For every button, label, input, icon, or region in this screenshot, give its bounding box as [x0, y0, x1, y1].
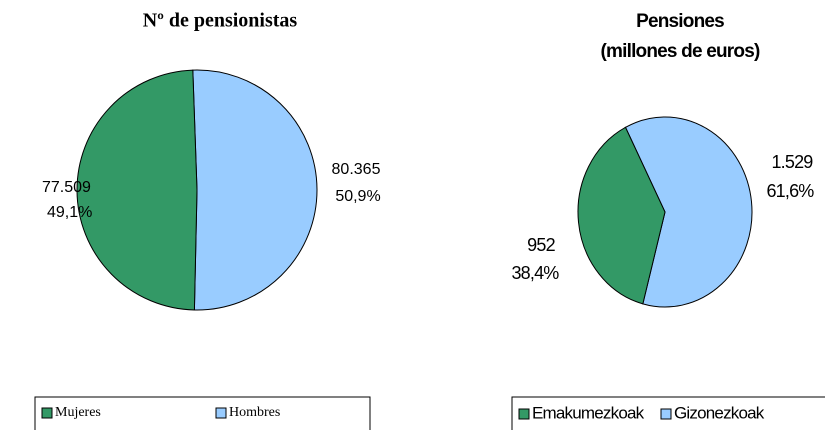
legend-label: Hombres — [229, 405, 280, 420]
legend-label: Gizonezkoak — [674, 403, 765, 422]
value-label: 952 — [527, 235, 555, 255]
chart-title: Nº de pensionistas — [143, 10, 298, 32]
legend-swatch — [660, 408, 672, 420]
chart-title: (millones de euros) — [600, 41, 759, 62]
legend-label: Emakumezkoak — [532, 403, 645, 422]
legend-label: Mujeres — [55, 405, 101, 420]
legend-swatch — [41, 407, 53, 419]
chart-pensionistas: Nº de pensionistas 77.509 49,1% 80.365 50,9%… — [34, 10, 381, 430]
pie-slice — [192, 69, 318, 311]
percent-label: 50,9% — [335, 188, 380, 205]
pie-slice — [76, 69, 198, 311]
pie-slice — [577, 126, 666, 305]
value-label: 1.529 — [771, 152, 813, 172]
chart-pensiones: Pensiones (millones de euros) 952 38,4% 1.52… — [511, 11, 825, 430]
pie-slice — [624, 116, 753, 308]
percent-label: 38,4% — [511, 263, 559, 283]
percent-label: 49,1% — [47, 204, 92, 221]
legend-box — [34, 396, 371, 430]
percent-label: 61,6% — [766, 181, 814, 201]
value-label: 80.365 — [332, 161, 381, 178]
chart-title: Pensiones — [636, 11, 724, 32]
legend-swatch — [518, 408, 530, 420]
value-label: 77.509 — [42, 179, 91, 196]
legend-swatch — [215, 407, 227, 419]
